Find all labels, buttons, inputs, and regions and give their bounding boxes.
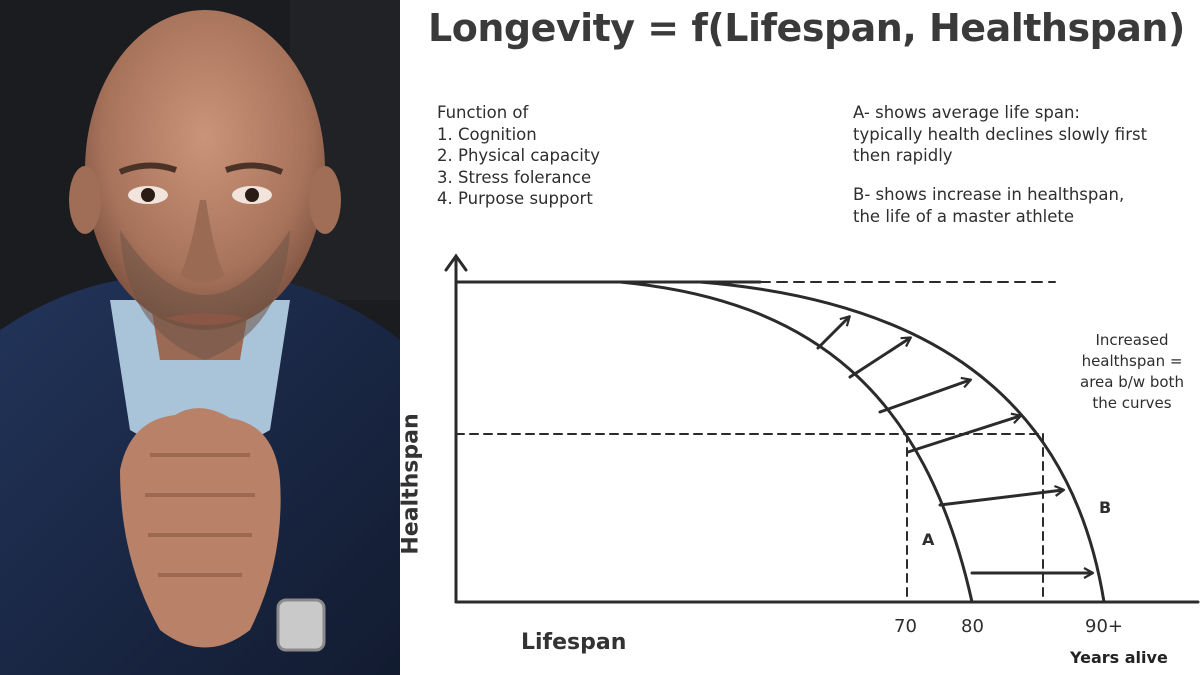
area-note: Increased healthspan = area b/w both the… (1066, 330, 1198, 414)
x-tick-label: 80 (961, 616, 984, 637)
functions-heading: Function of (437, 103, 529, 122)
x-axis-label: Lifespan (521, 630, 627, 655)
function-item: 3. Stress folerance (437, 167, 592, 187)
function-item: 2. Physical capacity (437, 146, 601, 165)
note-b-line: B- shows increase in healthspan, (853, 185, 1125, 204)
note-a-line: typically health declines slowly first (853, 124, 1148, 144)
note-a-line: then rapidly (853, 146, 953, 165)
curve-b-label: B (1099, 498, 1112, 517)
note-curve-a: A- shows average life span: typically he… (853, 102, 1147, 167)
x-tick-label: 90+ (1085, 616, 1123, 637)
y-axis-label: Healthspan (398, 413, 424, 555)
shift-arrow (848, 336, 912, 379)
shift-arrow (816, 315, 851, 350)
area-note-line: the curves (1092, 394, 1172, 412)
y-axis-arrow (444, 253, 468, 272)
area-note-line: healthspan = (1081, 352, 1183, 370)
head (85, 10, 325, 330)
function-item: 4. Purpose support (437, 189, 593, 208)
note-b-line: the life of a master athlete (853, 206, 1075, 226)
clasped-hands (120, 408, 281, 648)
shift-arrow (878, 376, 973, 414)
functions-list: Function of 1. Cognition 2. Physical cap… (437, 102, 600, 210)
x-tick-label: 70 (894, 616, 917, 637)
function-item: 1. Cognition (437, 124, 537, 144)
area-note-line: area b/w both (1080, 373, 1184, 391)
note-a-line: A- shows average life span: (853, 103, 1080, 122)
portrait-photo (0, 0, 400, 675)
curve-b (454, 280, 1106, 604)
x-unit-label: Years alive (1070, 648, 1168, 667)
shift-arrow (938, 484, 1066, 507)
shift-arrow (906, 412, 1023, 454)
page-title: Longevity = f(Lifespan, Healthspan) (428, 6, 1185, 50)
curve-a (454, 280, 974, 604)
curve-a-label: A (922, 530, 935, 549)
portrait-illustration (0, 0, 400, 675)
note-curve-b: B- shows increase in healthspan, the lif… (853, 184, 1124, 227)
area-note-line: Increased (1095, 331, 1169, 349)
